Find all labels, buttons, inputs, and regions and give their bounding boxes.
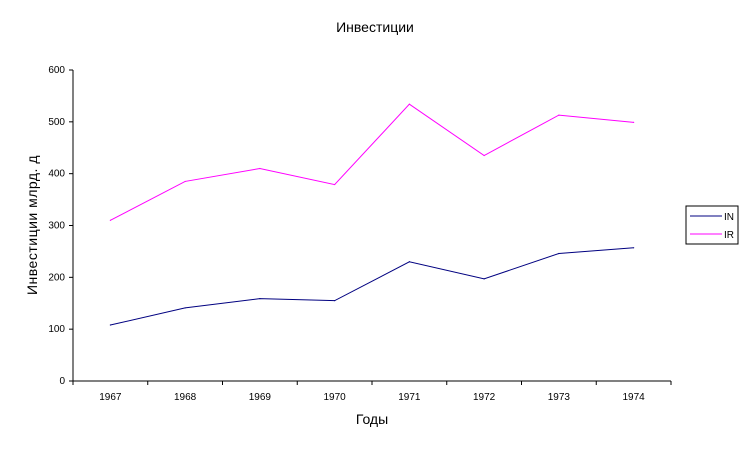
data-point-IR (408, 103, 410, 105)
y-tick-label: 0 (59, 376, 65, 387)
data-point-IR (558, 114, 560, 116)
series-line-IR (110, 103, 634, 221)
data-point-IN (334, 300, 336, 302)
y-tick-label: 300 (48, 221, 65, 232)
data-point-IN (184, 307, 186, 309)
x-tick-label: 1974 (623, 392, 646, 403)
x-tick-label: 1969 (249, 392, 272, 403)
data-point-IR (184, 180, 186, 183)
data-point-IR (259, 167, 261, 170)
series-line-IN (110, 247, 634, 326)
legend: IN IR (685, 205, 739, 245)
x-tick-label: 1972 (473, 392, 496, 403)
y-tick-label: 500 (48, 117, 65, 128)
legend-label-IN: IN (724, 212, 734, 223)
y-tick-label: 200 (48, 272, 65, 283)
data-point-IN (483, 278, 485, 280)
y-tick-label: 400 (48, 169, 65, 180)
x-tick-label: 1971 (398, 392, 421, 403)
x-tick-label: 1970 (324, 392, 347, 403)
data-point-IR (334, 183, 336, 186)
data-point-IN (558, 252, 560, 255)
data-point-IN (633, 247, 635, 249)
x-tick-label: 1968 (174, 392, 197, 403)
y-tick-label: 600 (48, 65, 65, 76)
x-tick-label: 1973 (548, 392, 571, 403)
x-axis-label: Годы (356, 411, 388, 427)
data-point-IR (633, 121, 635, 123)
data-point-IN (109, 324, 111, 326)
data-point-IN (408, 261, 410, 263)
y-tick-label: 100 (48, 324, 65, 335)
data-point-IR (109, 219, 111, 221)
y-axis-label: Инвестиции млрд. д (24, 155, 40, 295)
data-point-IN (259, 297, 261, 300)
legend-label-IR: IR (724, 230, 734, 241)
x-tick-label: 1967 (99, 392, 122, 403)
data-point-IR (483, 154, 485, 157)
chart-title: Инвестиции (336, 19, 414, 35)
